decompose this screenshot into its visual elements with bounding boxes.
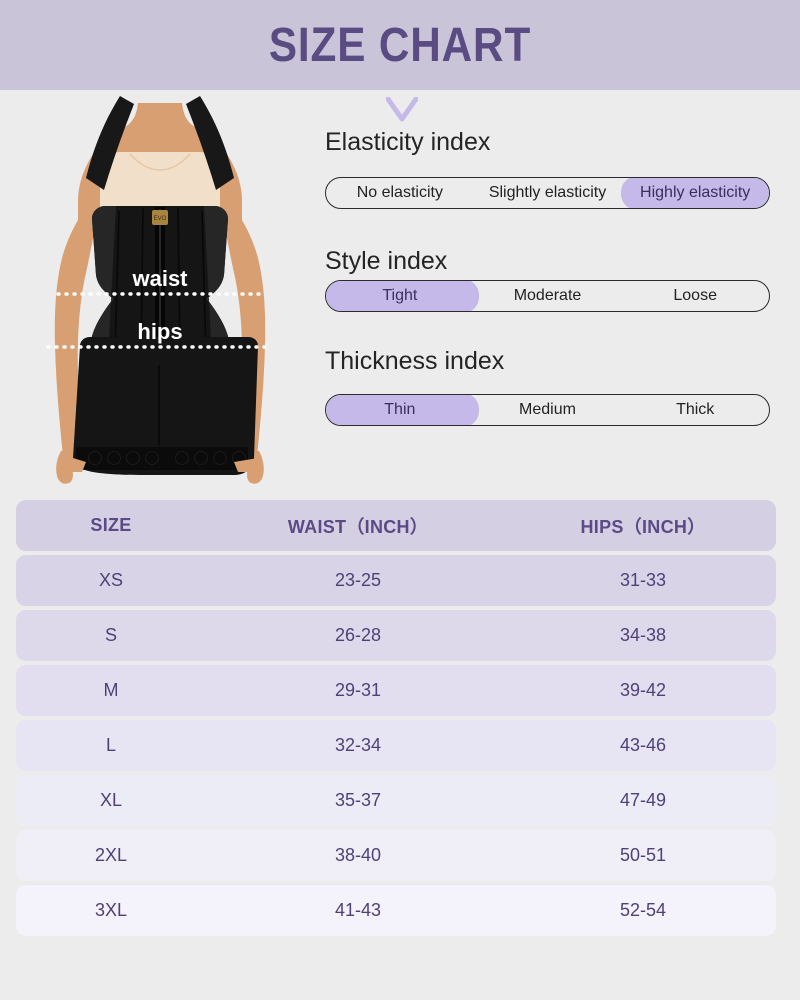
svg-text:hips: hips	[137, 319, 182, 344]
svg-text:EVO: EVO	[154, 216, 167, 222]
svg-text:waist: waist	[131, 266, 188, 291]
